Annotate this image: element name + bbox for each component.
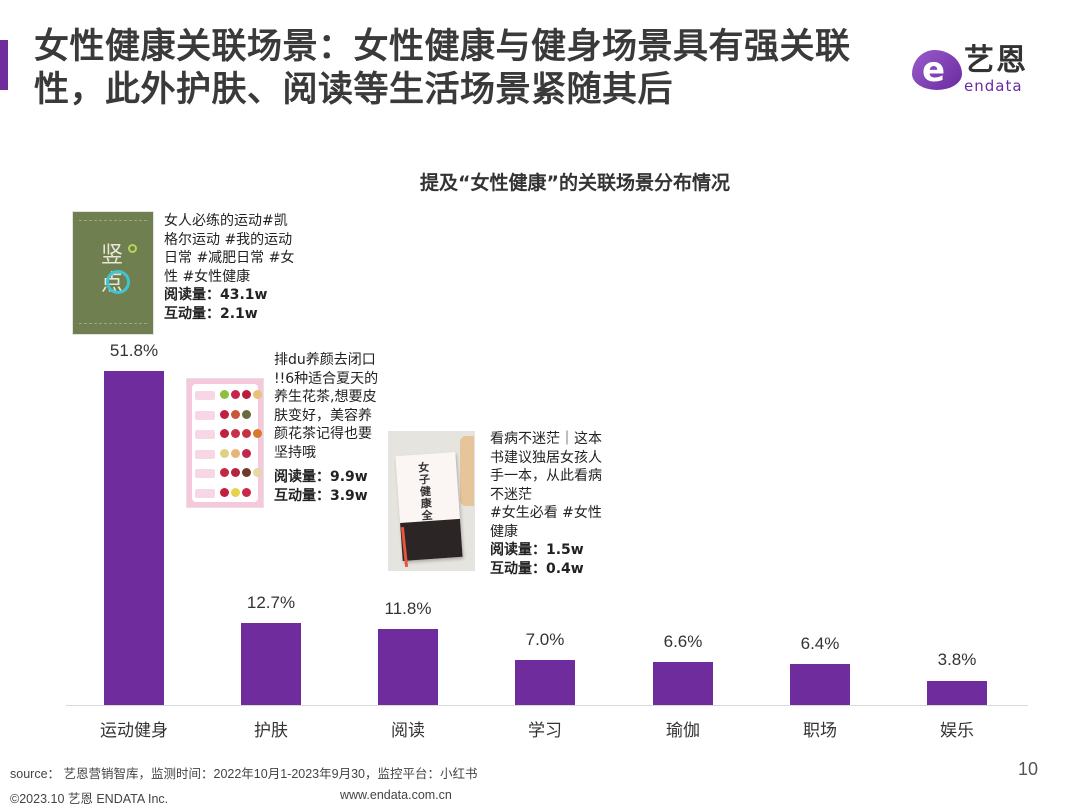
- bar-chart-plot-area: [66, 200, 1028, 705]
- logo-name-en: endata: [964, 77, 1023, 95]
- decorative-wood: [460, 436, 474, 506]
- x-axis-category-label: 阅读: [391, 721, 425, 741]
- note-line: 日常 #减肥日常 #女: [164, 250, 295, 266]
- flower-tea-chart-image: [192, 384, 262, 502]
- bar-4[interactable]: [515, 659, 575, 705]
- bar-value-label: 6.6%: [663, 632, 703, 652]
- x-axis-category-label: 娱乐: [940, 721, 974, 741]
- note-line: 格尔运动 #我的运动: [164, 231, 293, 248]
- post-note-fitness: 女人必练的运动#凯 格尔运动 #我的运动 日常 #减肥日常 #女 性 #女性健康…: [164, 212, 294, 323]
- decorative-dash-line: [79, 323, 147, 326]
- note-line: 肤变好，美容养: [274, 407, 372, 424]
- footer-copyright: ©2023.10 艺恩 ENDATA Inc.: [10, 792, 169, 806]
- note-line: 排du养颜去闭口: [274, 352, 376, 368]
- note-line: 看病不迷茫｜这本: [490, 431, 602, 447]
- x-axis-category-label: 护肤: [254, 721, 288, 741]
- chart-title: 提及“女性健康”的关联场景分布情况: [420, 172, 730, 194]
- footer-source: source： 艺恩营销智库，监测时间：2022年10月1-2023年9月30，…: [10, 767, 478, 781]
- note-line: 养生花茶,想要皮: [274, 389, 377, 405]
- post-note-skincare: 排du养颜去闭口 !!6种适合夏天的 养生花茶,想要皮 肤变好，美容养 颜花茶记…: [274, 351, 378, 505]
- bar-6[interactable]: [790, 663, 850, 705]
- note-line: 颜花茶记得也要: [274, 426, 372, 442]
- post-thumbnail-reading[interactable]: 女子健康全书: [388, 431, 475, 571]
- dot-icon: [128, 244, 137, 253]
- bar-value-label: 7.0%: [525, 629, 565, 649]
- logo-name-cn: 艺恩: [964, 43, 1028, 78]
- note-line: 坚持哦: [274, 444, 316, 461]
- bar-value-label: 6.4%: [800, 633, 840, 653]
- note-line: #女生必看 #女性: [490, 505, 602, 521]
- read-count: 阅读量：9.9w: [274, 469, 368, 485]
- ring-icon: [106, 270, 130, 294]
- post-thumbnail-fitness[interactable]: 竖点: [72, 211, 154, 335]
- decorative-dash-line: [79, 220, 147, 223]
- bar-value-label: 51.8%: [109, 341, 159, 360]
- bar-value-label: 3.8%: [937, 650, 977, 670]
- read-count: 阅读量：1.5w: [490, 542, 584, 558]
- read-count: 阅读量：43.1w: [164, 287, 268, 303]
- note-line: 健康: [490, 523, 518, 540]
- note-line: 书建议独居女孩人: [490, 449, 602, 466]
- logo-mark-icon: e: [912, 50, 962, 90]
- note-line: !!6种适合夏天的: [274, 370, 379, 387]
- footer-url-link[interactable]: www.endata.com.cn: [340, 788, 452, 802]
- interaction-count: 互动量：2.1w: [164, 305, 258, 322]
- note-line: 女人必练的运动#凯: [164, 213, 288, 229]
- interaction-count: 互动量：0.4w: [490, 560, 584, 577]
- note-line: 手一本，从此看病: [490, 468, 602, 484]
- bar-2[interactable]: [241, 623, 301, 705]
- page-title: 女性健康关联场景：女性健康与健身场景具有强关联性，此外护肤、阅读等生活场景紧随其…: [34, 27, 851, 110]
- bar-5[interactable]: [653, 662, 713, 705]
- bar-1[interactable]: [104, 371, 164, 705]
- page-number: 10: [1018, 759, 1039, 779]
- endata-logo: e 艺恩 endata: [912, 44, 1042, 96]
- x-axis-category-label: 职场: [803, 721, 837, 741]
- post-note-reading: 看病不迷茫｜这本 书建议独居女孩人 手一本，从此看病 不迷茫 #女生必看 #女性…: [490, 430, 602, 578]
- note-line: 不迷茫: [490, 486, 532, 503]
- x-axis-category-label: 学习: [528, 721, 562, 741]
- x-axis-category-label: 运动健身: [100, 721, 168, 741]
- bar-value-label: 11.8%: [384, 598, 432, 618]
- x-axis-baseline: [66, 705, 1028, 706]
- bar-7[interactable]: [927, 680, 987, 705]
- title-accent-bar: [0, 40, 8, 90]
- note-line: 性 #女性健康: [164, 268, 251, 285]
- interaction-count: 互动量：3.9w: [274, 487, 368, 504]
- bar-value-label: 12.7%: [246, 593, 296, 613]
- post-thumbnail-skincare[interactable]: [186, 378, 264, 508]
- bar-3[interactable]: [378, 628, 438, 705]
- x-axis-category-label: 瑜伽: [666, 721, 700, 741]
